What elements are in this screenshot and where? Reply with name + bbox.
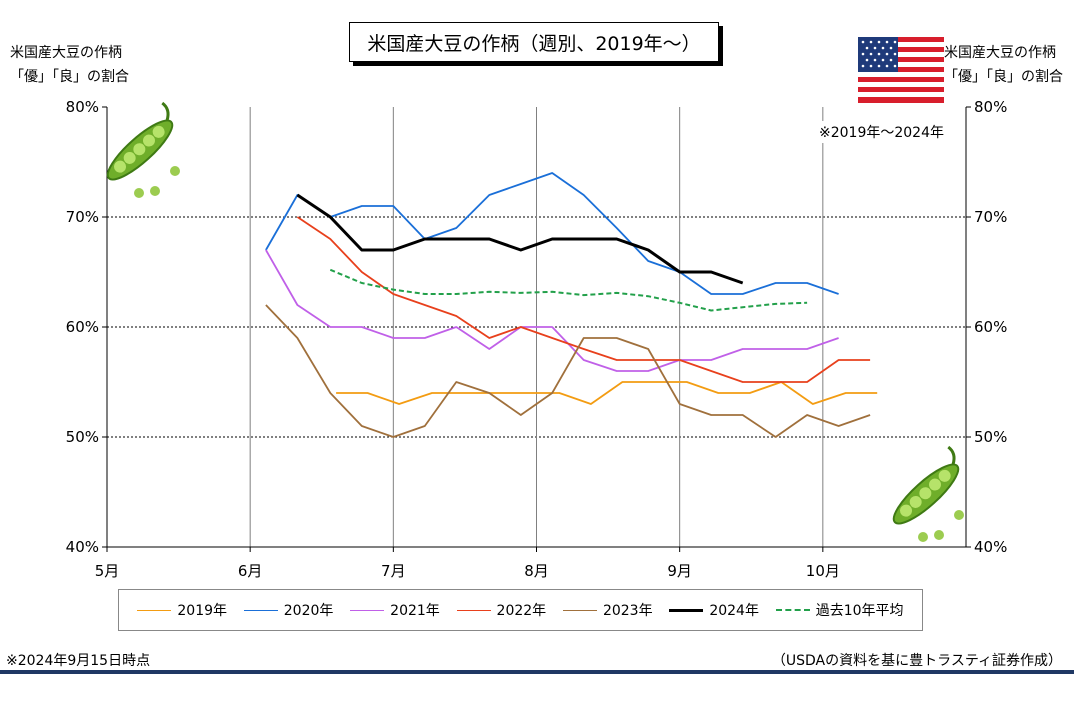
series-line-3 (265, 249, 839, 372)
legend-label: 2024年 (709, 603, 759, 619)
legend-label: 2023年 (602, 603, 653, 619)
legend-label: 2020年 (283, 603, 334, 619)
y-axis-label-left-line1: 米国産大豆の作柄 (10, 45, 122, 61)
soybean-pod-icon (106, 101, 174, 181)
y-tick-label-right: 60% (974, 318, 1007, 336)
x-tick-label: 5月 (95, 562, 120, 580)
y-tick-label-left: 80% (66, 98, 99, 116)
source-note: （USDAの資料を基に豊トラスティ証券作成） (771, 653, 1062, 669)
x-tick-label: 6月 (238, 562, 263, 580)
legend-swatch (562, 609, 597, 611)
legend-swatch (243, 609, 278, 611)
soybean-pod-icon (892, 445, 960, 525)
x-tick-label: 7月 (381, 562, 406, 580)
legend-label: 2019年 (177, 603, 228, 619)
y-axis-label-left: 米国産大豆の作柄 「優」「良」の割合 (10, 41, 129, 89)
period-note: ※2019年～2024年 (816, 121, 947, 143)
y-tick-label-right: 70% (974, 208, 1007, 226)
y-tick-label-right: 80% (974, 98, 1007, 116)
legend-swatch (137, 609, 172, 611)
series-line-5 (265, 304, 871, 438)
x-tick-label: 10月 (806, 562, 840, 580)
series-lines (265, 172, 878, 438)
y-tick-label-right: 50% (974, 428, 1007, 446)
legend-label: 2022年 (496, 603, 547, 619)
y-tick-label-left: 40% (66, 538, 99, 556)
legend-item: 2021年 (350, 600, 440, 620)
y-tick-label-left: 50% (66, 428, 99, 446)
legend-item: 2023年 (562, 600, 653, 620)
chart-title: 米国産大豆の作柄（週別、2019年～） (349, 22, 719, 62)
legend-item: 2022年 (456, 600, 547, 620)
us-flag-icon (858, 37, 944, 103)
series-line-2 (265, 172, 839, 295)
legend-item: 2020年 (243, 600, 334, 620)
y-tick-label-left: 60% (66, 318, 99, 336)
series-line-4 (296, 216, 871, 383)
legend-label: 過去10年平均 (815, 603, 904, 619)
footer-divider (0, 670, 1074, 674)
legend: 2019年 2020年 2021年 2022年 2023年 2024年 過去10… (118, 589, 923, 631)
series-line-1 (336, 381, 878, 405)
x-tick-label: 8月 (524, 562, 549, 580)
y-tick-label-right: 40% (974, 538, 1007, 556)
legend-swatch (350, 609, 385, 611)
as-of-date-note: ※2024年9月15日時点 (6, 653, 151, 669)
x-tick-label: 9月 (667, 562, 692, 580)
soybean-icon (134, 166, 180, 198)
legend-item: 2024年 (669, 600, 759, 620)
y-tick-label-left: 70% (66, 208, 99, 226)
legend-swatch (456, 609, 491, 611)
legend-swatch (775, 609, 810, 611)
y-axis-label-right: 米国産大豆の作柄 「優」「良」の割合 (944, 41, 1063, 89)
legend-item: 2019年 (137, 600, 227, 620)
legend-item: 過去10年平均 (775, 600, 904, 620)
y-axis-label-right-line1: 米国産大豆の作柄 (944, 45, 1056, 61)
soybean-icon (918, 510, 964, 542)
tick-labels: 40% 40% 50% 50% 60% 60% 70% 70% 80% 80% 5月 6月 7月 8月 9月… (66, 98, 1008, 580)
legend-swatch (669, 608, 704, 612)
y-axis-label-left-line2: 「優」「良」の割合 (10, 69, 129, 85)
legend-label: 2021年 (390, 603, 440, 619)
series-line-7 (329, 268, 808, 312)
y-axis-label-right-line2: 「優」「良」の割合 (944, 69, 1063, 85)
axes (102, 106, 971, 552)
series-line-6 (296, 193, 744, 285)
